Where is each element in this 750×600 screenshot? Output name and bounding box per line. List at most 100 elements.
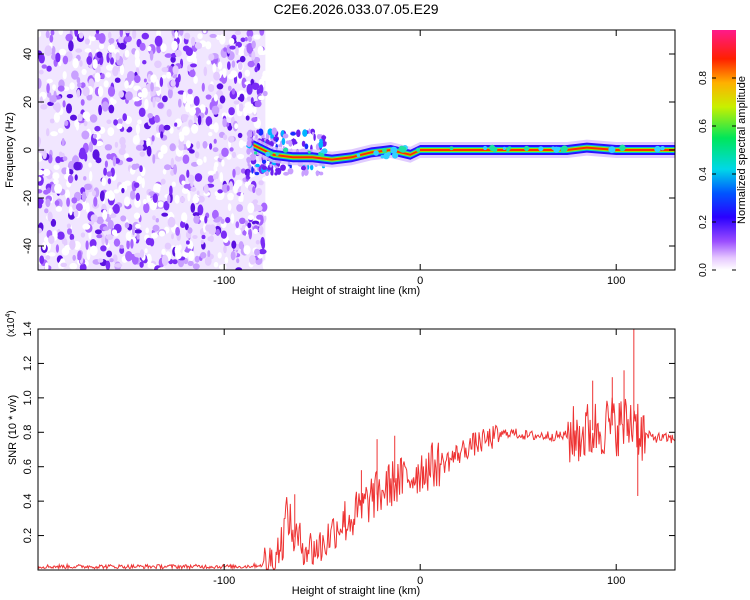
noise-speckle <box>192 196 200 204</box>
noise-speckle <box>185 47 193 56</box>
noise-speckle <box>174 245 181 257</box>
noise-speckle <box>237 45 246 56</box>
noise-speckle <box>55 156 62 164</box>
noise-speckle <box>47 101 54 107</box>
noise-speckle <box>136 175 143 185</box>
figure-title: C2E6.2026.033.07.05.E29 <box>273 1 438 17</box>
noise-speckle <box>152 154 156 164</box>
noise-speckle <box>62 71 67 80</box>
noise-speckle <box>228 181 233 191</box>
noise-speckle <box>107 86 116 97</box>
noise-speckle <box>96 216 104 225</box>
transition-speckle <box>292 138 295 146</box>
noise-speckle <box>134 229 142 234</box>
noise-speckle <box>146 253 152 265</box>
snr-area <box>38 329 675 570</box>
noise-speckle <box>38 227 42 234</box>
ridge-highlight <box>492 147 498 153</box>
noise-speckle <box>71 197 78 204</box>
noise-speckle <box>105 191 110 199</box>
noise-speckle <box>75 122 79 131</box>
noise-speckle <box>208 132 213 137</box>
noise-speckle <box>53 178 59 185</box>
noise-speckle <box>161 254 169 266</box>
noise-speckle <box>113 238 121 247</box>
noise-speckle <box>146 137 151 148</box>
colorbar-tick-label: 0.4 <box>698 167 709 181</box>
noise-speckle <box>105 234 114 241</box>
noise-speckle <box>232 168 236 178</box>
ridge-highlight <box>275 152 279 156</box>
noise-speckle <box>209 143 213 150</box>
noise-speckle <box>223 134 228 141</box>
noise-speckle <box>117 118 123 125</box>
snr-panel: -100 0 100 0.2 0.4 0.6 0.8 1.0 1.2 1.4 Height of … <box>5 310 676 597</box>
noise-speckle <box>98 33 106 44</box>
ridge-cyan-band <box>253 142 675 163</box>
noise-speckle <box>219 172 224 183</box>
noise-speckle <box>187 227 193 234</box>
noise-speckle <box>193 115 197 123</box>
noise-speckle <box>38 156 43 162</box>
noise-speckle <box>49 118 55 124</box>
noise-speckle <box>80 99 85 106</box>
noise-speckle <box>161 67 169 73</box>
noise-speckle <box>221 147 229 157</box>
noise-speckle <box>213 122 219 133</box>
noise-speckle <box>161 212 169 217</box>
noise-speckle <box>38 189 43 194</box>
noise-speckle <box>66 166 70 176</box>
noise-speckle <box>190 36 196 47</box>
transition-speckle <box>255 163 260 168</box>
noise-speckle <box>187 260 194 267</box>
noise-speckle <box>160 144 168 154</box>
noise-speckle <box>74 174 78 181</box>
ridge-highlight <box>269 151 273 155</box>
noise-speckle <box>98 104 102 116</box>
noise-speckle <box>145 227 149 234</box>
ridge-highlight <box>307 150 311 154</box>
noise-speckle <box>69 262 78 270</box>
noise-speckle <box>119 244 124 249</box>
noise-speckle <box>253 106 257 115</box>
y-tick-label: 40 <box>22 48 34 60</box>
noise-speckle <box>217 252 222 259</box>
noise-speckle <box>235 221 240 229</box>
noise-speckle <box>155 218 159 223</box>
noise-speckle <box>42 150 47 160</box>
noise-speckle <box>101 177 107 186</box>
noise-speckle <box>174 122 178 127</box>
noise-speckle <box>58 48 67 56</box>
noise-speckle <box>203 66 208 77</box>
noise-speckle <box>108 208 112 215</box>
noise-speckle <box>61 247 70 256</box>
noise-speckle <box>191 123 199 134</box>
noise-speckle <box>146 193 151 203</box>
noise-speckle <box>157 267 166 270</box>
noise-speckle <box>62 55 69 65</box>
noise-speckle <box>194 151 200 159</box>
noise-speckle <box>185 140 191 149</box>
noise-speckle <box>144 248 148 254</box>
noise-speckle <box>201 234 206 240</box>
noise-speckle <box>46 128 50 137</box>
noise-speckle <box>180 220 186 228</box>
noise-speckle <box>119 247 125 254</box>
noise-speckle <box>124 222 130 229</box>
noise-speckle <box>170 79 176 87</box>
noise-speckle <box>237 153 245 160</box>
noise-speckle <box>39 96 43 104</box>
noise-speckle <box>213 261 219 268</box>
noise-speckle <box>94 229 102 235</box>
noise-speckle <box>155 184 162 189</box>
noise-speckle <box>50 30 55 36</box>
noise-speckle <box>44 262 49 270</box>
noise-speckle <box>192 212 200 217</box>
transition-speckle <box>250 130 253 138</box>
transition-speckle <box>254 171 260 176</box>
transition-speckle <box>246 140 252 148</box>
colorbar-ticks: 0.0 0.2 0.4 0.6 0.8 <box>698 71 736 277</box>
noise-speckle <box>174 30 178 39</box>
noise-speckle <box>260 202 268 212</box>
noise-speckle <box>197 204 204 216</box>
